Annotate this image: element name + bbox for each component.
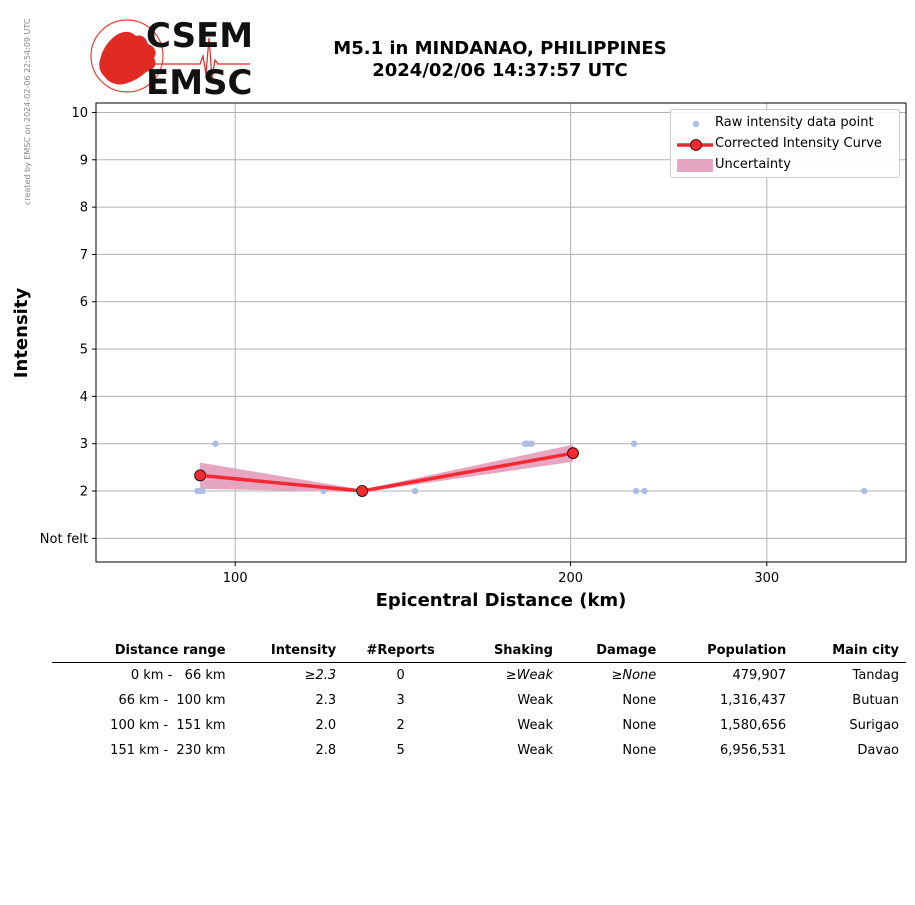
- raw-data-point: [528, 440, 535, 447]
- chart-title-line1: M5.1 in MINDANAO, PHILIPPINES: [333, 38, 667, 59]
- cell-damage: None: [622, 693, 657, 708]
- col-header-reports: #Reports: [366, 643, 435, 658]
- y-tick-label: 5: [80, 343, 88, 358]
- col-header-damage: Damage: [596, 643, 657, 658]
- cell-damage: None: [622, 718, 657, 733]
- raw-data-point: [212, 440, 219, 447]
- chart-title: M5.1 in MINDANAO, PHILIPPINES 2024/02/06…: [300, 38, 700, 82]
- cell-reports: 2: [396, 718, 405, 733]
- cell-intensity: ≥2.3: [304, 668, 337, 683]
- y-tick-label: 3: [80, 437, 88, 452]
- cell-shaking: Weak: [517, 743, 553, 758]
- cell-damage: ≥None: [611, 668, 657, 683]
- cell-population: 1,580,656: [720, 718, 787, 733]
- uncertainty-layer: [200, 444, 573, 493]
- corrected-intensity-point: [194, 469, 206, 482]
- raw-data-point: [641, 487, 648, 495]
- y-tick-label: 2: [80, 485, 88, 500]
- intensity-chart: Not felt 2 3 4 5 6 7 8 9 10 100 200 300 Epicentral D…: [11, 102, 907, 611]
- y-tick-label: 10: [71, 106, 88, 121]
- raw-data-point: [861, 487, 868, 495]
- table-header-row: Distance range Intensity #Reports Shakin…: [52, 640, 906, 663]
- logo-seismogram-icon: [138, 37, 250, 79]
- raw-data-point: [199, 487, 206, 495]
- y-tick-label: Not felt: [40, 532, 88, 547]
- logo-europe-map-icon: [99, 31, 156, 85]
- cell-shaking: Weak: [517, 693, 553, 708]
- cell-intensity: 2.0: [315, 718, 337, 733]
- y-tick-label: 8: [80, 201, 88, 216]
- uncertainty-band: [200, 444, 573, 493]
- cell-population: 6,956,531: [720, 743, 787, 758]
- table-row: 66 km - 100 km 2.3 3 Weak None 1,316,437…: [52, 688, 906, 713]
- corrected-intensity-point: [567, 447, 579, 460]
- cell-shaking: ≥Weak: [505, 668, 553, 683]
- legend-item-uncertainty: Uncertainty: [671, 155, 899, 175]
- plot-frame: [95, 102, 907, 563]
- cell-city: Butuan: [852, 693, 899, 708]
- csem-emsc-logo: CSEM EMSC: [90, 18, 253, 98]
- cell-population: 1,316,437: [720, 693, 787, 708]
- x-axis-label: Epicentral Distance (km): [376, 590, 627, 611]
- col-header-intensity: Intensity: [270, 643, 337, 658]
- table-row: 151 km - 230 km 2.8 5 Weak None 6,956,53…: [52, 738, 906, 763]
- corrected-intensity-point: [356, 485, 369, 497]
- col-header-shaking: Shaking: [493, 643, 553, 658]
- y-tick-label: 9: [80, 153, 88, 168]
- legend-label-raw: Raw intensity data point: [715, 115, 874, 130]
- cell-city: Surigao: [849, 718, 899, 733]
- cell-intensity: 2.8: [315, 743, 337, 758]
- y-tick-label: 7: [80, 248, 88, 263]
- raw-data-point: [630, 440, 638, 447]
- cell-city: Tandag: [852, 668, 899, 683]
- raw-data-point: [320, 487, 327, 495]
- legend-item-raw: Raw intensity data point: [671, 113, 899, 133]
- cell-reports: 0: [396, 668, 405, 683]
- col-header-population: Population: [707, 643, 787, 658]
- col-header-distance: Distance range: [114, 643, 226, 658]
- axis-ticks: Not felt 2 3 4 5 6 7 8 9 10 100 200 300: [40, 106, 779, 586]
- cell-intensity: 2.3: [315, 693, 337, 708]
- x-tick-label: 300: [754, 571, 779, 586]
- legend-raw-marker: [692, 120, 700, 128]
- logo-top-text: CSEM: [146, 18, 253, 56]
- legend-label-uncertainty: Uncertainty: [715, 157, 791, 172]
- cell-distance: 151 km - 230 km: [110, 743, 226, 758]
- x-tick-label: 100: [223, 571, 248, 586]
- logo-bottom-text: EMSC: [146, 63, 253, 98]
- cell-distance: 66 km - 100 km: [118, 693, 226, 708]
- cell-reports: 3: [396, 693, 405, 708]
- y-tick-label: 6: [80, 295, 88, 310]
- raw-data-point: [632, 487, 640, 495]
- intensity-summary-table: Distance range Intensity #Reports Shakin…: [52, 640, 906, 763]
- legend-curve-marker: [677, 139, 713, 151]
- cell-distance: 100 km - 151 km: [110, 718, 226, 733]
- cell-city: Davao: [857, 743, 899, 758]
- curve-layer: [194, 447, 579, 497]
- cell-reports: 5: [396, 743, 405, 758]
- chart-title-line2: 2024/02/06 14:37:57 UTC: [372, 60, 628, 81]
- chart-legend: Raw intensity data point Corrected Inten…: [670, 109, 900, 178]
- x-tick-label: 200: [558, 571, 583, 586]
- y-tick-label: 4: [80, 390, 88, 405]
- table-row: 0 km - 66 km ≥2.3 0 ≥Weak ≥None 479,907 …: [52, 663, 906, 689]
- cell-shaking: Weak: [517, 718, 553, 733]
- cell-damage: None: [622, 743, 657, 758]
- raw-data-point: [411, 487, 419, 495]
- cell-population: 479,907: [732, 668, 787, 683]
- raw-points-layer: [194, 440, 868, 495]
- legend-uncertainty-marker: [677, 159, 713, 172]
- legend-label-curve: Corrected Intensity Curve: [715, 136, 882, 151]
- table-row: 100 km - 151 km 2.0 2 Weak None 1,580,65…: [52, 713, 906, 738]
- legend-item-curve: Corrected Intensity Curve: [671, 134, 899, 154]
- col-header-city: Main city: [832, 643, 899, 658]
- y-axis-label: Intensity: [11, 288, 32, 379]
- cell-distance: 0 km - 66 km: [130, 668, 226, 683]
